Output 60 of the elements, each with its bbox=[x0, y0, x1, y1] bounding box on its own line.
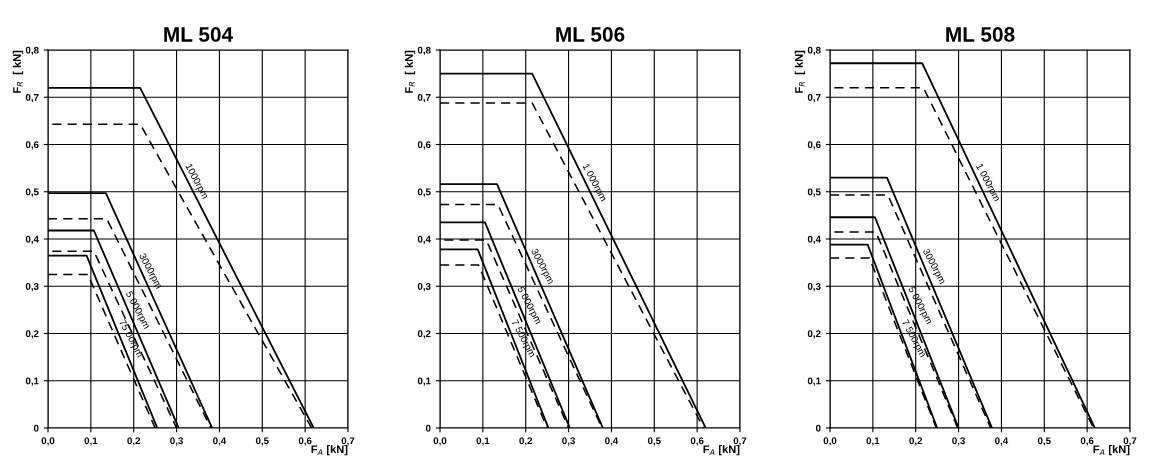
y-tick-label: 0,6 bbox=[807, 141, 821, 150]
y-tick-label: 0,5 bbox=[25, 188, 39, 197]
chart-title: ML 506 bbox=[556, 27, 625, 42]
y-tick-label: 0 bbox=[425, 424, 431, 432]
x-tick-label: 0,5 bbox=[1037, 437, 1051, 446]
y-tick-label: 0,5 bbox=[807, 188, 821, 197]
x-tick-label: 0,2 bbox=[909, 437, 923, 446]
x-tick-label: 0,1 bbox=[476, 437, 490, 446]
x-tick-label: 0,3 bbox=[170, 437, 183, 446]
y-tick-label: 0,6 bbox=[25, 141, 39, 150]
y-tick-label: 0,5 bbox=[417, 188, 431, 197]
x-axis-title: F$_{A}$ [kN] bbox=[1093, 445, 1130, 456]
y-tick-label: 0,2 bbox=[417, 330, 431, 339]
y-tick-label: 0,8 bbox=[417, 46, 431, 56]
y-tick-label: 0,3 bbox=[417, 282, 431, 292]
y-tick-label: 0,3 bbox=[807, 282, 821, 292]
y-axis-title: F$_{R}$ [ kN] bbox=[404, 50, 416, 93]
x-tick-label: 0,6 bbox=[1080, 437, 1094, 446]
y-tick-label: 0,7 bbox=[417, 93, 431, 103]
x-tick-label: 0,4 bbox=[605, 437, 619, 446]
x-tick-label: 0,3 bbox=[562, 437, 575, 446]
x-tick-label: 0,7 bbox=[733, 437, 747, 446]
y-tick-label: 0,6 bbox=[417, 141, 431, 150]
y-tick-label: 0,7 bbox=[25, 93, 39, 103]
x-tick-label: 0,5 bbox=[255, 437, 269, 446]
y-tick-label: 0,2 bbox=[807, 330, 821, 339]
chart-title: ML 504 bbox=[164, 27, 234, 42]
x-axis-title: F$_{A}$ [kN] bbox=[703, 445, 740, 456]
x-tick-label: 0,6 bbox=[690, 437, 704, 446]
y-tick-label: 0,1 bbox=[807, 377, 821, 386]
y-axis-title: F$_{R}$ [ kN] bbox=[12, 50, 24, 93]
y-tick-label: 0,2 bbox=[25, 330, 39, 339]
x-tick-label: 0,7 bbox=[341, 437, 355, 446]
y-tick-label: 0,8 bbox=[25, 46, 39, 56]
x-tick-label: 0,4 bbox=[995, 437, 1009, 446]
x-tick-label: 0,5 bbox=[647, 437, 661, 446]
x-tick-label: 0,1 bbox=[866, 437, 880, 446]
x-tick-label: 0,0 bbox=[433, 437, 447, 446]
y-tick-label: 0,7 bbox=[807, 93, 821, 103]
x-tick-label: 0,7 bbox=[1123, 437, 1137, 446]
y-tick-label: 0,1 bbox=[25, 377, 39, 386]
y-tick-label: 0,3 bbox=[25, 282, 39, 292]
x-tick-label: 0,0 bbox=[823, 437, 837, 446]
x-tick-label: 0,2 bbox=[127, 437, 141, 446]
y-tick-label: 0,8 bbox=[807, 46, 821, 56]
y-axis-title: F$_{R}$ [ kN] bbox=[794, 50, 806, 93]
x-tick-label: 0,4 bbox=[213, 437, 227, 446]
x-tick-label: 0,6 bbox=[298, 437, 312, 446]
y-tick-label: 0,4 bbox=[807, 235, 821, 245]
x-tick-label: 0,3 bbox=[952, 437, 965, 446]
y-tick-label: 0,1 bbox=[417, 377, 431, 386]
x-axis-title: F$_{A}$ [kN] bbox=[311, 445, 348, 456]
y-tick-label: 0,4 bbox=[417, 235, 431, 245]
x-tick-label: 0,0 bbox=[41, 437, 55, 446]
y-tick-label: 0 bbox=[33, 424, 39, 432]
x-tick-label: 0,2 bbox=[519, 437, 533, 446]
chart-title: ML 508 bbox=[946, 27, 1015, 42]
y-tick-label: 0 bbox=[815, 424, 821, 432]
y-tick-label: 0,4 bbox=[25, 235, 39, 245]
x-tick-label: 0,1 bbox=[84, 437, 98, 446]
